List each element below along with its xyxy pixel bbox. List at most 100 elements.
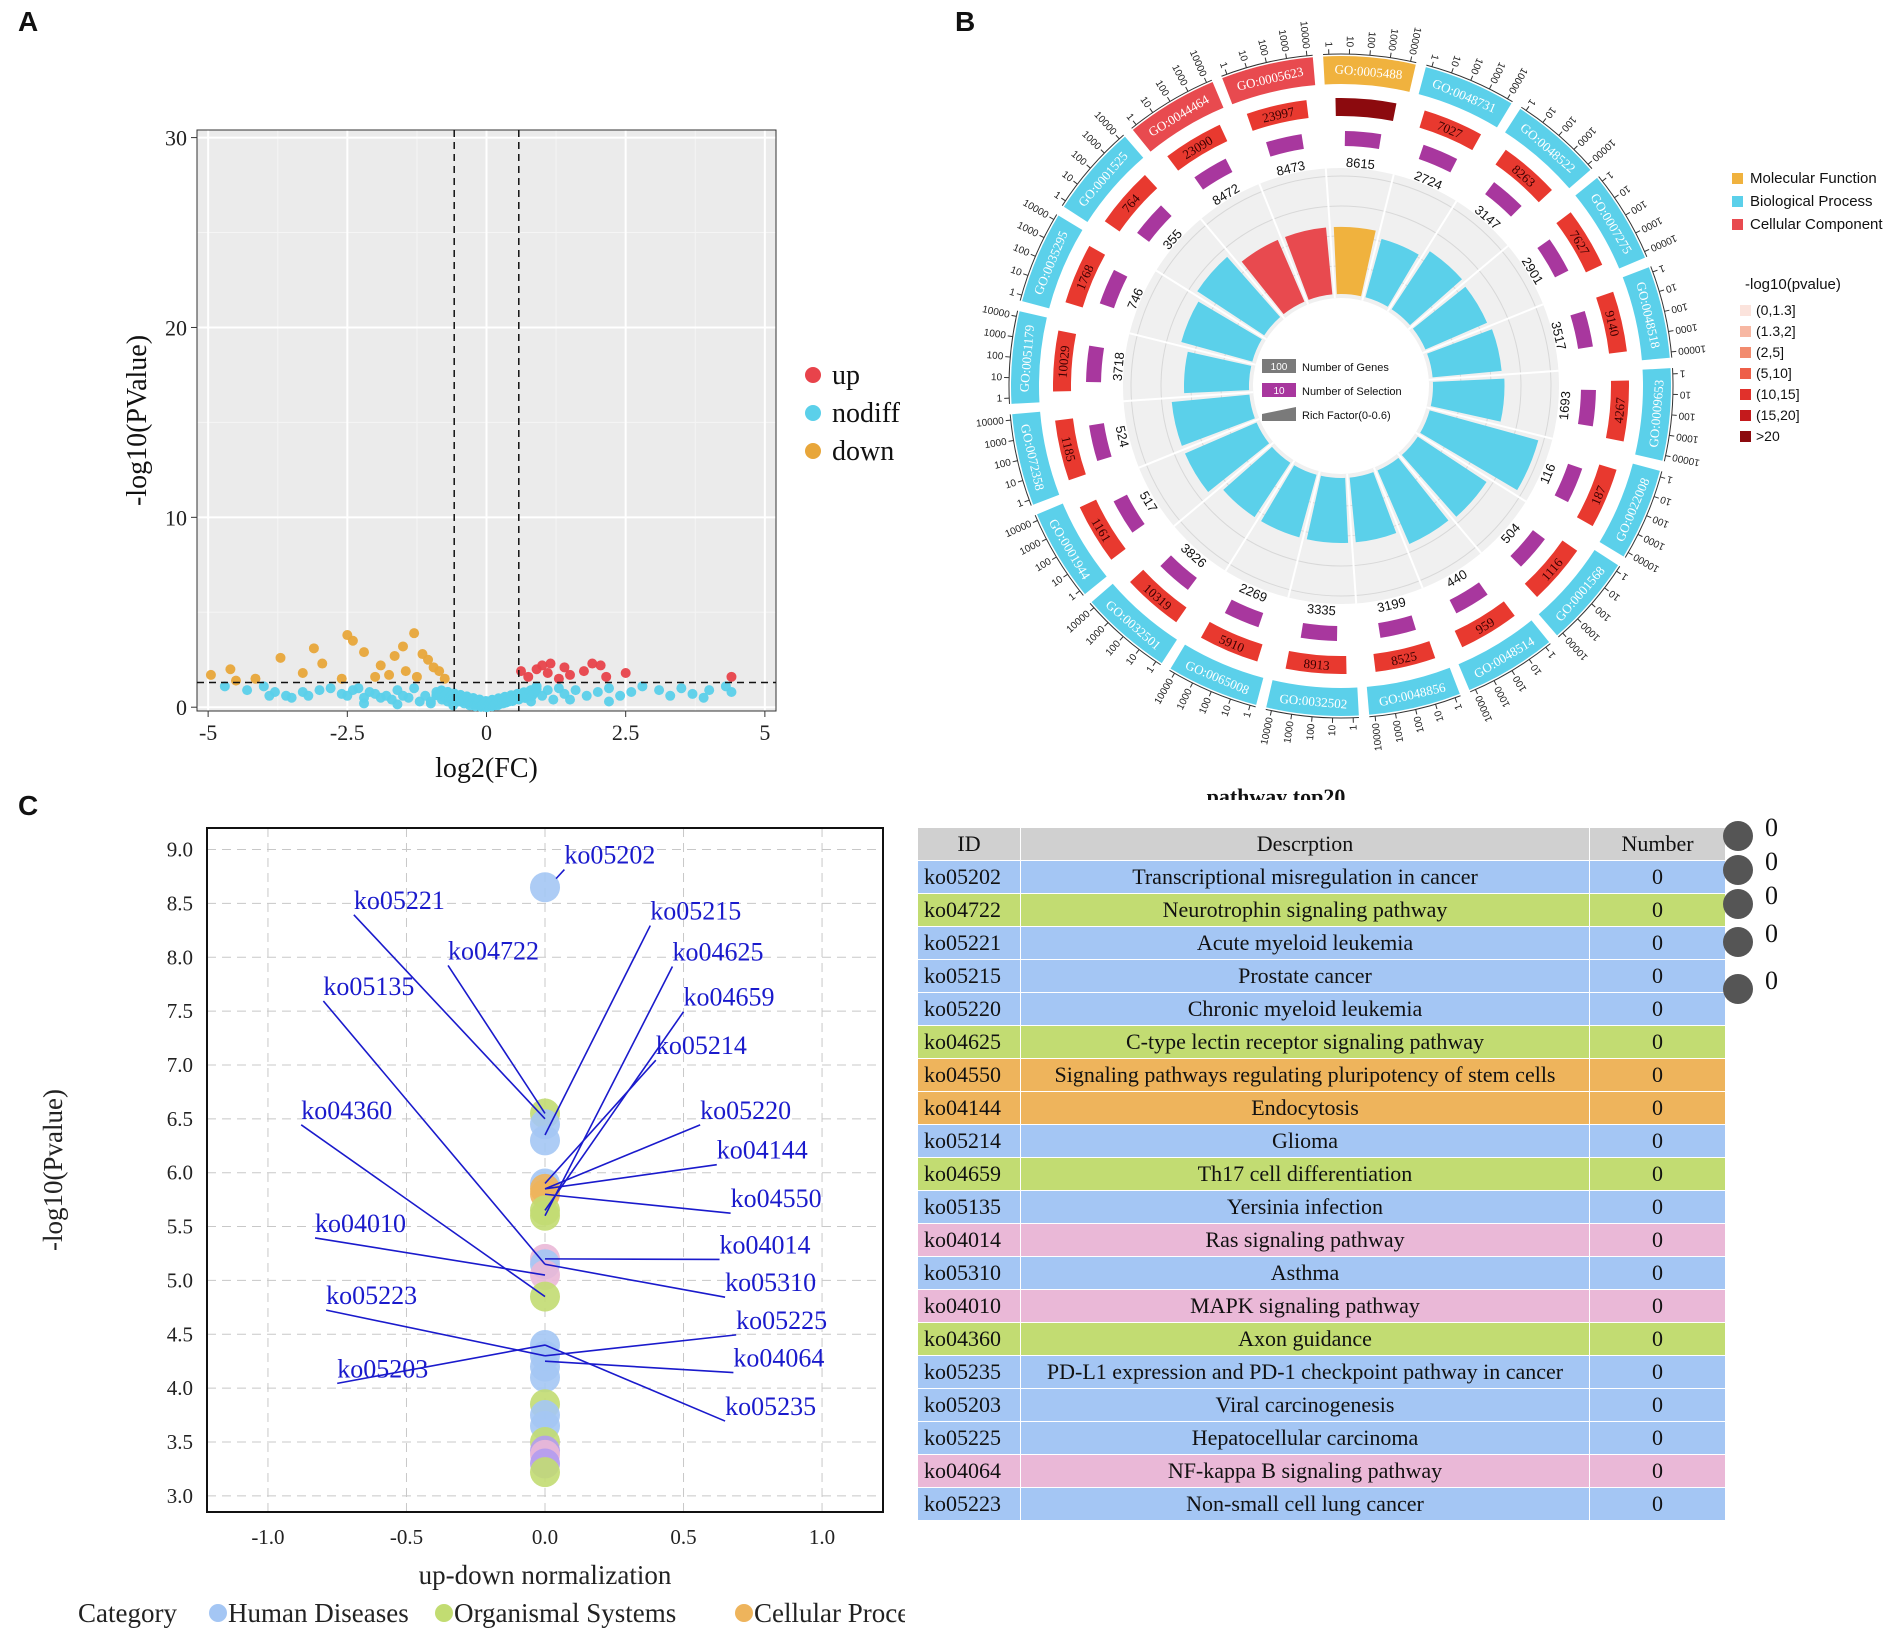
volcano-point-down xyxy=(359,647,370,658)
sector-id-label: GO:0051179 xyxy=(1016,324,1037,392)
volcano-point-down xyxy=(411,671,422,682)
scale-tick xyxy=(1086,164,1091,169)
x-tick-label: -1.0 xyxy=(251,1525,284,1549)
volcano-point-nodiff xyxy=(615,690,626,701)
scale-tick-label: 1000 xyxy=(1282,720,1296,744)
scale-tick-label: 100 xyxy=(1593,604,1613,624)
annotation-label: ko04144 xyxy=(717,1136,808,1165)
scale-tick xyxy=(1604,587,1609,592)
table-row: ko04064 NF-kappa B signaling pathway 0 xyxy=(917,1454,1726,1488)
volcano-point-nodiff xyxy=(603,696,614,707)
y-tick-label: 5.5 xyxy=(167,1215,193,1239)
table-cell-number: 0 xyxy=(1589,1256,1726,1290)
y-tick-label: 0 xyxy=(176,695,187,720)
scale-tick xyxy=(1470,75,1474,81)
table-header-number: Number xyxy=(1589,827,1726,861)
volcano-point-nodiff xyxy=(542,685,553,696)
scale-tick-label: 10 xyxy=(1004,478,1018,492)
volcano-point-nodiff xyxy=(726,687,737,698)
scale-tick-label: 10 xyxy=(1137,95,1153,111)
scale-tick-label: 100 xyxy=(1511,673,1529,693)
volcano-point-nodiff xyxy=(637,681,648,692)
table-cell-id: ko05310 xyxy=(917,1256,1021,1290)
scale-tick xyxy=(1451,68,1454,74)
plot-border xyxy=(206,827,884,1513)
volcano-point-down xyxy=(397,641,408,652)
scale-tick-label: 10 xyxy=(1344,36,1355,48)
volcano-point-down xyxy=(230,675,241,686)
pvalue-legend-swatch xyxy=(1740,326,1751,337)
annotation-line xyxy=(325,1309,546,1357)
scale-tick-label: 10000 xyxy=(1092,110,1119,138)
volcano-point-nodiff xyxy=(665,690,676,701)
gene-count-label: 23997 xyxy=(1261,104,1297,126)
sector-id-band xyxy=(1266,680,1359,716)
scale-tick-label: 100 xyxy=(1255,38,1270,57)
x-tick-label: 0.0 xyxy=(532,1525,558,1549)
category-legend-swatch xyxy=(1732,219,1743,230)
sector-id-band xyxy=(1599,463,1660,557)
scale-tick-label: 1000 xyxy=(1084,624,1108,648)
scale-tick-label: 1000 xyxy=(1392,719,1407,743)
scale-axis xyxy=(1369,695,1461,718)
gene-count-bar xyxy=(1079,499,1126,560)
table-cell-description: NF-kappa B signaling pathway xyxy=(1020,1454,1590,1488)
scale-tick-label: 10 xyxy=(1050,574,1066,590)
scale-tick-label: 10000 xyxy=(1065,608,1093,635)
scale-tick xyxy=(1149,108,1154,113)
sector-id-band xyxy=(1458,620,1550,690)
scale-tick-label: 100 xyxy=(1412,715,1427,734)
table-cell-description: Axon guidance xyxy=(1020,1322,1590,1356)
scale-tick xyxy=(1558,131,1563,136)
sector-id-band xyxy=(1505,108,1591,189)
y-tick-label: 9.0 xyxy=(167,838,193,862)
gene-count-bar xyxy=(1285,650,1347,674)
x-tick-label: -5 xyxy=(199,720,217,745)
table-cell-id: ko05214 xyxy=(917,1124,1021,1158)
sector-id-band xyxy=(1170,644,1264,705)
annotation-line xyxy=(544,1059,657,1184)
volcano-point-down xyxy=(308,643,319,654)
annotation-label: ko05203 xyxy=(337,1354,428,1383)
volcano-point-nodiff xyxy=(264,690,275,701)
sector-id-band xyxy=(1012,411,1060,505)
annotation-line xyxy=(544,1193,731,1214)
size-legend-item: 0 xyxy=(1723,881,1783,919)
volcano-point-up xyxy=(620,668,631,679)
scale-tick xyxy=(1008,440,1014,442)
table-cell-number: 0 xyxy=(1589,926,1726,960)
scale-tick xyxy=(1132,120,1137,126)
table-cell-id: ko04550 xyxy=(917,1058,1021,1092)
sector-id-label: GO:0009653 xyxy=(1646,379,1667,448)
scale-axis xyxy=(1131,79,1213,129)
scale-tick xyxy=(1646,515,1652,519)
volcano-point-down xyxy=(400,666,411,677)
scale-tick-label: 100 xyxy=(1559,114,1579,134)
scale-axis xyxy=(1009,414,1032,506)
scale-tick xyxy=(1545,646,1550,652)
scale-tick-label: 1000 xyxy=(1642,532,1667,552)
table-cell-description: Th17 cell differentiation xyxy=(1020,1157,1590,1191)
sector-separator xyxy=(1396,452,1482,554)
scale-tick xyxy=(1024,499,1030,503)
volcano-point-up xyxy=(537,660,548,671)
category-legend-title: Category xyxy=(78,1598,177,1628)
scale-tick xyxy=(1075,590,1081,595)
gene-count-bar xyxy=(1055,418,1086,481)
table-cell-number: 0 xyxy=(1589,1289,1726,1323)
scale-tick-label: 10000 xyxy=(1474,693,1496,723)
volcano-point-down xyxy=(384,669,395,680)
annotation-label: ko05202 xyxy=(564,841,655,870)
volcano-point-down xyxy=(375,660,386,671)
scale-tick-label: 10 xyxy=(1616,182,1632,198)
annotation-label: ko04550 xyxy=(731,1184,822,1213)
table-cell-id: ko04014 xyxy=(917,1223,1021,1257)
sector-separator xyxy=(1386,200,1458,312)
scale-axis xyxy=(1323,53,1417,64)
table-cell-number: 0 xyxy=(1589,1223,1726,1257)
scale-tick-label: 10000 xyxy=(1506,66,1530,96)
y-tick-label: 4.5 xyxy=(167,1322,193,1346)
volcano-point-nodiff xyxy=(392,699,403,710)
selection-count-label: 8473 xyxy=(1275,158,1307,179)
